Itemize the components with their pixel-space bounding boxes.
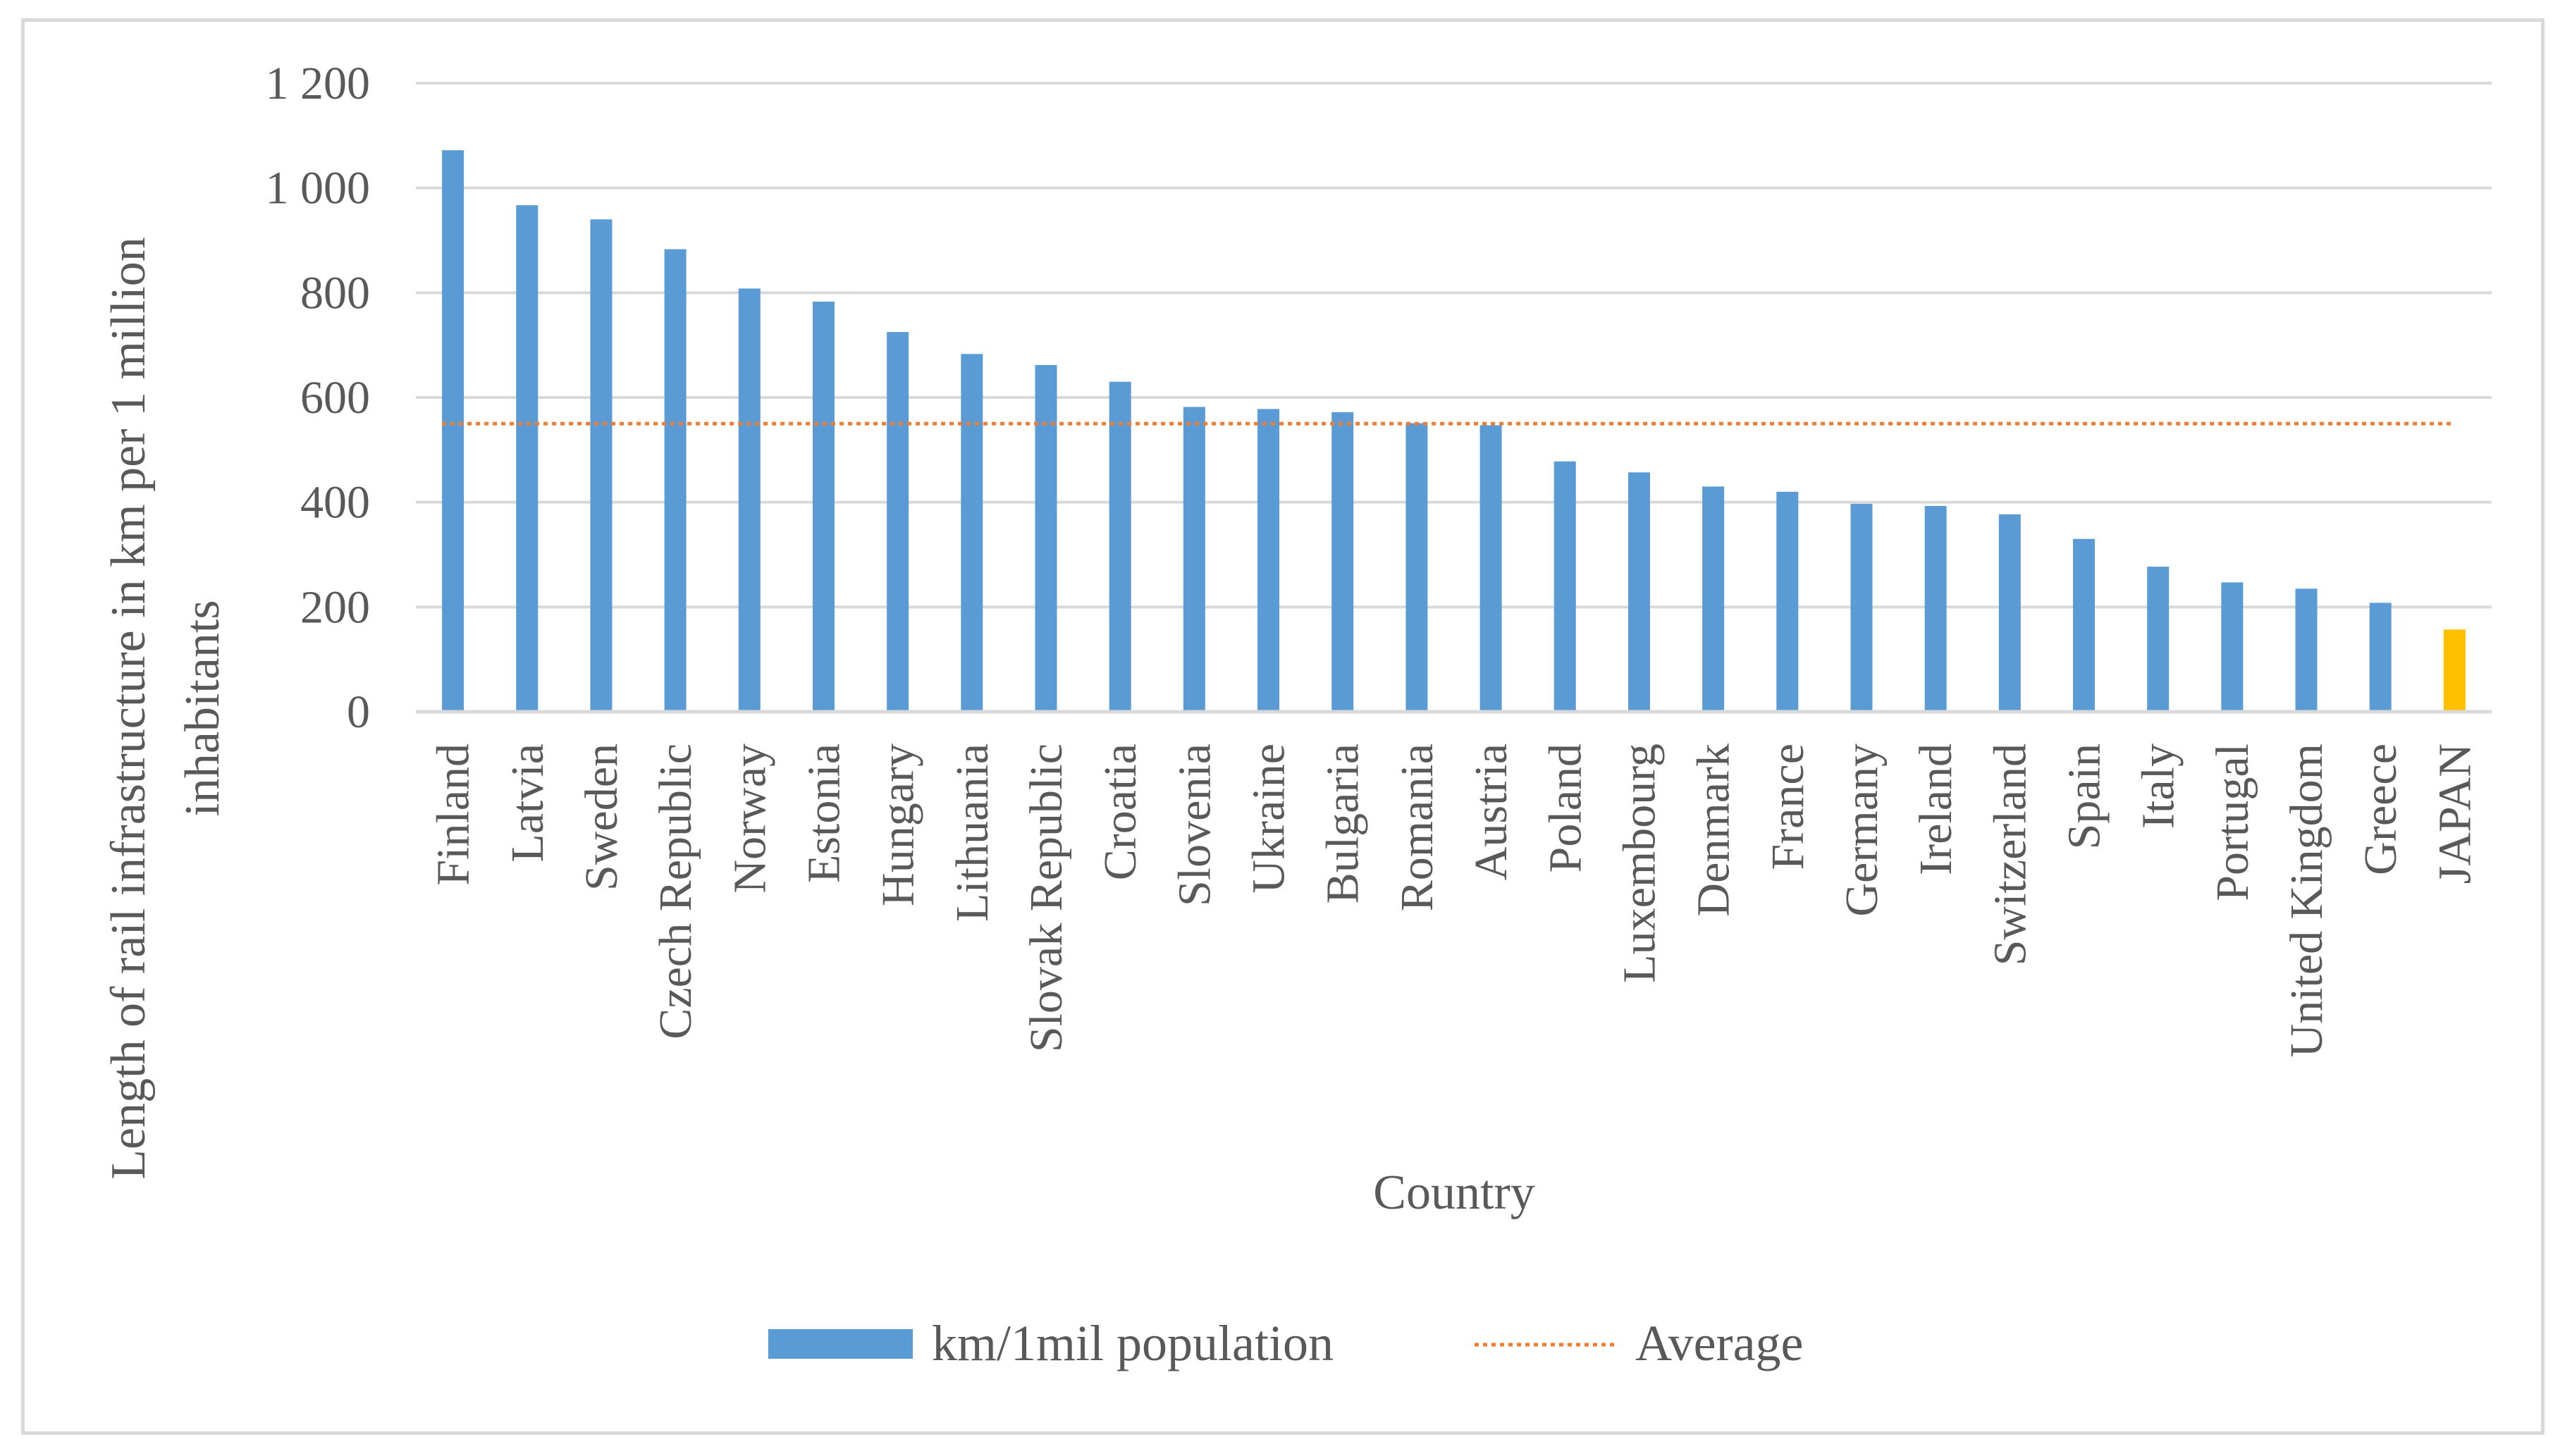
bar-slovak-republic — [1035, 364, 1057, 712]
legend-label-average: Average — [1635, 1315, 1804, 1371]
bar-france — [1776, 491, 1799, 712]
x-tick-label: Italy — [2133, 744, 2184, 829]
x-tick-label: Sweden — [576, 744, 627, 891]
x-tick-label: Switzerland — [1984, 744, 2036, 965]
bar-latvia — [516, 205, 539, 712]
bar-germany — [1850, 503, 1873, 712]
legend: km/1mil population Average — [768, 1315, 1804, 1371]
bar-croatia — [1109, 381, 1131, 712]
bar-portugal — [2221, 582, 2244, 712]
bar-ukraine — [1257, 409, 1280, 712]
bar-romania — [1405, 423, 1428, 712]
x-tick-label: Portugal — [2207, 744, 2258, 901]
x-tick-label: Ukraine — [1243, 744, 1295, 894]
x-tick-label: Czech Republic — [650, 744, 701, 1039]
bar-bulgaria — [1331, 412, 1354, 712]
bar-finland — [442, 150, 464, 712]
x-tick-label: Germany — [1836, 744, 1888, 917]
x-tick-label: France — [1762, 744, 1814, 870]
legend-label-bars: km/1mil population — [932, 1315, 1334, 1371]
y-tick-label: 0 — [347, 686, 370, 738]
y-tick-label: 1 000 — [266, 163, 371, 214]
x-tick-label: Estonia — [798, 744, 849, 883]
bar-estonia — [812, 301, 835, 712]
chart-frame — [21, 18, 2545, 1435]
x-tick-label: Slovak Republic — [1021, 744, 1072, 1052]
x-tick-label: Austria — [1465, 744, 1517, 880]
x-tick-label: Bulgaria — [1317, 744, 1369, 903]
x-tick-label: JAPAN — [2429, 744, 2480, 884]
y-tick-label: 800 — [300, 267, 370, 319]
bar-spain — [2073, 538, 2096, 712]
bar-greece — [2369, 603, 2392, 712]
x-tick-label: United Kingdom — [2281, 744, 2332, 1057]
bar-denmark — [1702, 486, 1725, 712]
gridlines — [416, 82, 2492, 609]
y-tick-label: 600 — [300, 372, 370, 424]
x-tick-label: Norway — [724, 744, 775, 894]
bar-luxembourg — [1628, 472, 1650, 712]
x-tick-label: Latvia — [502, 744, 553, 863]
bar-slovenia — [1183, 407, 1205, 712]
x-tick-label: Romania — [1391, 744, 1443, 911]
bar-norway — [738, 288, 761, 712]
y-axis-ticks: 0 200 400 600 800 1 000 1 200 — [266, 58, 371, 738]
x-tick-label: Denmark — [1688, 744, 1740, 917]
x-tick-label: Hungary — [873, 744, 924, 906]
x-axis-title: Country — [1373, 1166, 1534, 1220]
bar-lithuania — [961, 354, 983, 712]
bar-austria — [1479, 425, 1502, 712]
x-tick-label: Ireland — [1910, 744, 1962, 875]
x-tick-label: Croatia — [1095, 744, 1146, 880]
y-tick-label: 200 — [300, 581, 370, 633]
x-tick-label: Spain — [2059, 744, 2110, 849]
x-tick-label: Luxembourg — [1613, 744, 1665, 983]
legend-swatch-bars — [768, 1329, 913, 1359]
bar-ireland — [1924, 505, 1947, 712]
bar-hungary — [887, 332, 909, 712]
y-tick-label: 1 200 — [266, 58, 371, 109]
y-tick-label: 400 — [300, 477, 370, 529]
y-axis-title-line-2: inhabitants — [176, 600, 230, 816]
bar-switzerland — [1998, 514, 2021, 712]
bar-czech-republic — [664, 249, 687, 712]
bar-united-kingdom — [2295, 588, 2318, 712]
y-axis-title-line-1: Length of rail infrastructure in km per … — [101, 237, 156, 1179]
x-tick-label: Slovenia — [1169, 744, 1220, 906]
x-tick-label: Greece — [2355, 744, 2406, 875]
bar-sweden — [590, 219, 613, 712]
x-axis-ticks: Finland Latvia Sweden Czech Republic Norway E… — [428, 744, 2481, 1057]
x-tick-label: Finland — [428, 744, 479, 886]
bar-italy — [2147, 567, 2170, 712]
x-tick-label: Lithuania — [947, 744, 998, 922]
bar-japan — [2443, 629, 2466, 712]
bars — [442, 150, 2466, 712]
x-tick-label: Poland — [1539, 744, 1591, 872]
bar-poland — [1553, 461, 1576, 712]
